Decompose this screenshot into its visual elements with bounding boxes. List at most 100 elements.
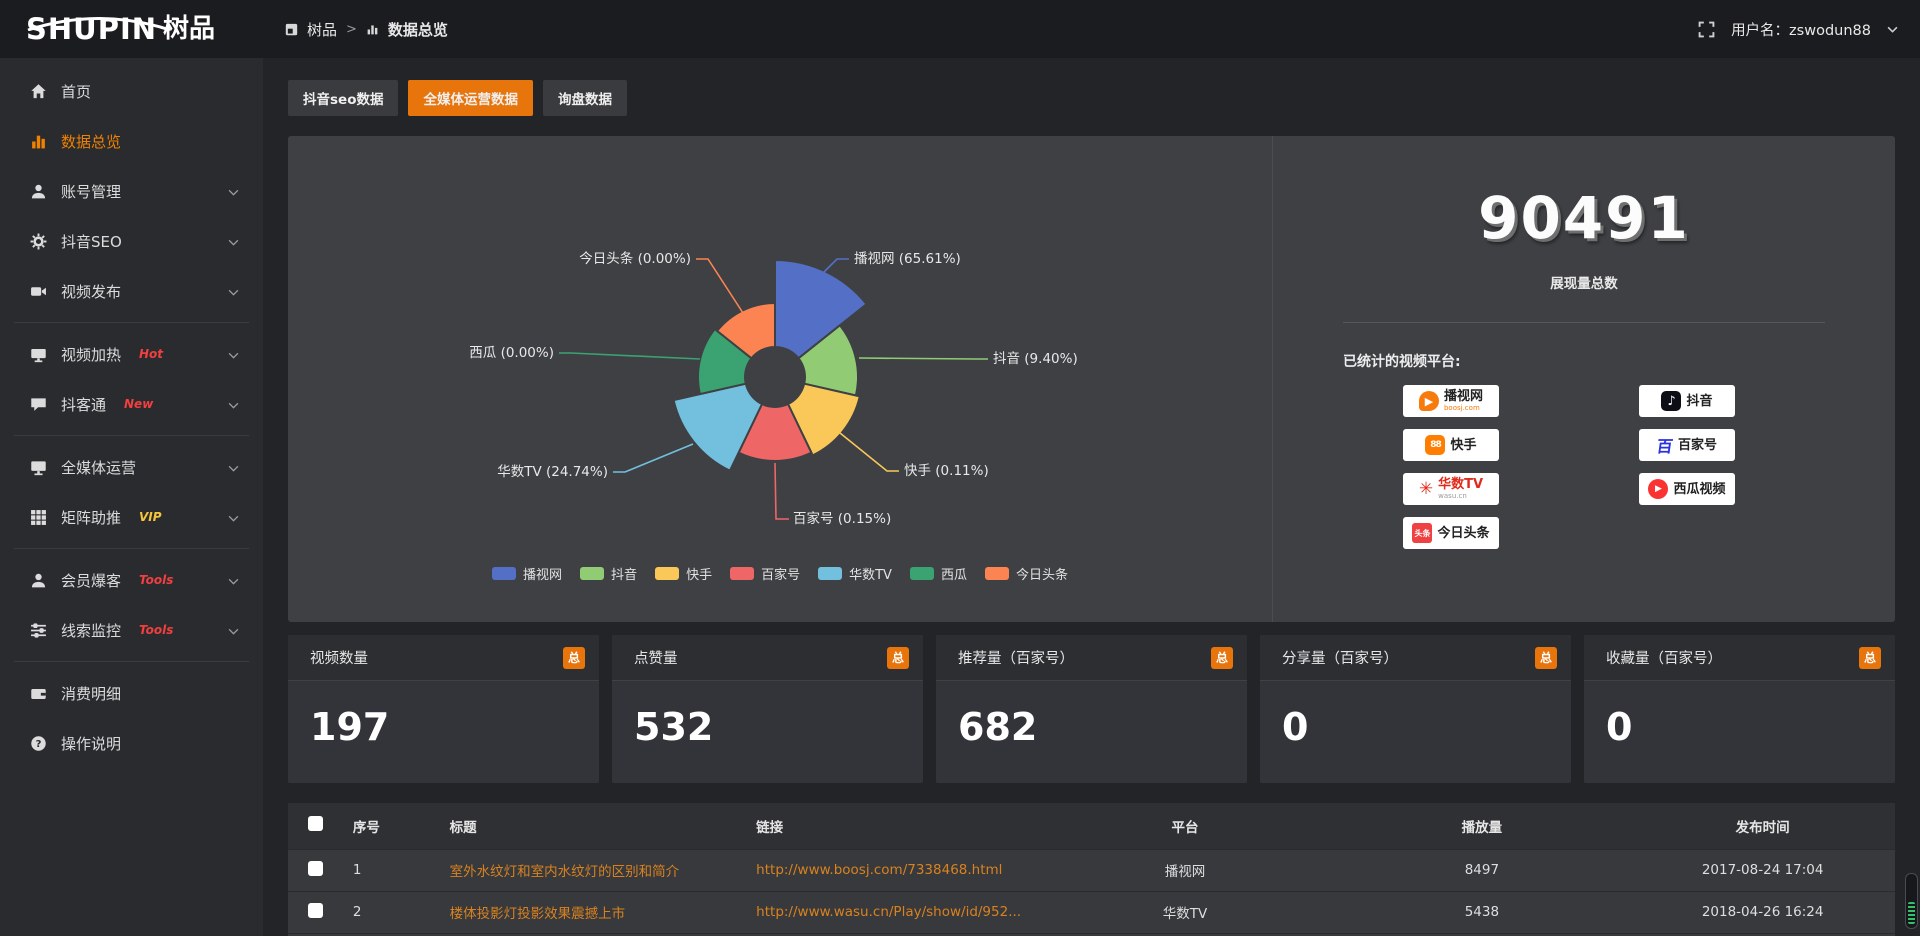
total-badge[interactable]: 总	[563, 646, 585, 669]
pie-slice-快手[interactable]	[786, 382, 861, 457]
rose-pie-chart[interactable]: 播视网 (65.61%) 抖音 (9.40%) 快手 (0.11%) 百家号 (0.1…	[288, 145, 1272, 558]
sidebar-divider	[14, 322, 249, 323]
cell-platform: 播视网	[1036, 848, 1334, 891]
legend-label: 华数TV	[849, 568, 892, 583]
sidebar-item-label: 矩阵助推	[61, 508, 122, 527]
sidebar-item-label: 全媒体运营	[61, 458, 137, 477]
app-logo[interactable]: SHUPIN 树品	[0, 14, 263, 44]
cell-title[interactable]: 室外水纹灯和室内水纹灯的区别和简介	[439, 848, 747, 891]
stat-card-header: 点赞量 总	[612, 635, 923, 681]
summary-section: 90491 展现量总数 已统计的视频平台: ▶ 播视网 boosj.com ♪ 抖音 88…	[1272, 136, 1895, 622]
row-checkbox[interactable]	[307, 860, 323, 876]
platform-badge-百家号[interactable]: 百百家号	[1639, 429, 1735, 461]
legend-item-快手[interactable]: 快手	[655, 564, 712, 583]
pie-slice-华数TV[interactable]	[672, 382, 764, 473]
chevron-down-icon	[228, 182, 239, 200]
sidebar-item-video[interactable]: 视频发布	[0, 266, 263, 316]
baijiahao-icon: 百	[1655, 437, 1675, 456]
sidebar-item-monitor[interactable]: 全媒体运营	[0, 442, 263, 492]
username-label[interactable]: 用户名：zswodun88	[1731, 22, 1871, 39]
platform-badge-西瓜视频[interactable]: ▶ 西瓜视频	[1639, 473, 1735, 505]
label-line	[696, 258, 744, 314]
legend-item-播视网[interactable]: 播视网	[492, 564, 562, 583]
platform-name: 播视网	[1443, 389, 1483, 404]
sidebar-item-question[interactable]: ? 操作说明	[0, 718, 263, 768]
tab-2[interactable]: 询盘数据	[542, 80, 627, 116]
cell-title[interactable]: 楼体投影灯投影效果震撼上市	[439, 890, 747, 933]
bar-chart-icon	[30, 133, 47, 150]
legend-label: 抖音	[611, 568, 638, 583]
pie-label: 百家号 (0.15%)	[793, 510, 891, 527]
sidebar-item-gear[interactable]: 抖音SEO	[0, 216, 263, 266]
chevron-down-icon[interactable]	[1887, 26, 1898, 33]
legend-label: 西瓜	[940, 568, 967, 583]
legend-swatch	[909, 567, 934, 580]
pie-slice-西瓜[interactable]	[697, 327, 753, 396]
legend-swatch	[984, 567, 1009, 580]
cell-link[interactable]: http://www.boosj.com/7338468.html	[756, 862, 1003, 878]
legend-swatch	[655, 567, 680, 580]
toutiao-icon: 头条	[1412, 523, 1433, 543]
legend-item-今日头条[interactable]: 今日头条	[984, 564, 1068, 583]
pie-slice-今日头条[interactable]	[715, 301, 776, 360]
sidebar-item-label: 视频发布	[61, 282, 122, 301]
legend-item-抖音[interactable]: 抖音	[580, 564, 637, 583]
pie-label: 抖音 (9.40%)	[993, 350, 1078, 367]
legend-item-西瓜[interactable]: 西瓜	[909, 564, 967, 583]
table-row: 2 楼体投影灯投影效果震撼上市 http://www.wasu.cn/Play/sh…	[288, 890, 1895, 933]
total-badge[interactable]: 总	[887, 646, 909, 669]
sidebar-item-user[interactable]: 账号管理	[0, 166, 263, 216]
total-badge[interactable]: 总	[1211, 646, 1233, 669]
cell-link[interactable]: http://www.wasu.cn/Play/show/id/952...	[756, 904, 1022, 920]
sidebar-item-chat[interactable]: 抖客通 New	[0, 379, 263, 429]
stat-card-header: 视频数量 总	[288, 635, 599, 681]
pie-slice-抖音[interactable]	[797, 323, 859, 397]
sidebar-item-badge: Tools	[139, 623, 174, 637]
platform-badge-今日头条[interactable]: 头条 今日头条	[1403, 517, 1499, 549]
sidebar-divider	[14, 435, 249, 436]
overview-panel: 播视网 (65.61%) 抖音 (9.40%) 快手 (0.11%) 百家号 (0.1…	[288, 136, 1895, 622]
table-row-partial	[288, 932, 1895, 936]
bar-chart-icon	[367, 24, 378, 34]
legend-item-百家号[interactable]: 百家号	[730, 564, 800, 583]
total-badge[interactable]: 总	[1535, 646, 1557, 669]
sidebar-item-wallet[interactable]: 消费明细	[0, 668, 263, 718]
tab-0[interactable]: 抖音seo数据	[288, 80, 399, 116]
floating-widget[interactable]	[1905, 873, 1918, 929]
row-checkbox[interactable]	[307, 902, 323, 918]
platform-badge-抖音[interactable]: ♪ 抖音	[1639, 385, 1735, 417]
grid-icon	[30, 509, 47, 526]
total-impressions-value: 90491	[1478, 184, 1690, 252]
pie-slice-播视网[interactable]	[774, 258, 868, 360]
breadcrumb-item-current[interactable]: 数据总览	[387, 20, 448, 39]
sidebar-item-home[interactable]: 首页	[0, 66, 263, 116]
legend-swatch	[580, 567, 605, 580]
sidebar-item-sliders[interactable]: 线索监控 Tools	[0, 605, 263, 655]
select-all-checkbox[interactable]	[307, 816, 323, 832]
sidebar-item-member[interactable]: 会员爆客 Tools	[0, 555, 263, 605]
platform-badge-华数TV[interactable]: ✳ 华数TV wasu.cn	[1403, 473, 1499, 505]
tab-1[interactable]: 全媒体运营数据	[408, 80, 533, 116]
legend-label: 播视网	[523, 568, 563, 583]
chevron-down-icon	[228, 508, 239, 526]
sidebar-item-tv[interactable]: 视频加热 Hot	[0, 329, 263, 379]
fullscreen-icon[interactable]	[1698, 21, 1715, 38]
legend-item-华数TV[interactable]: 华数TV	[818, 564, 892, 583]
gear-icon	[30, 233, 47, 250]
pie-label: 华数TV (24.74%)	[497, 464, 608, 480]
cell-plays: 8497	[1333, 848, 1631, 891]
pie-slice-百家号[interactable]	[737, 402, 813, 462]
chevron-down-icon	[228, 232, 239, 250]
total-badge[interactable]: 总	[1859, 646, 1881, 669]
sidebar-item-label: 抖客通	[61, 395, 107, 414]
label-line	[613, 443, 694, 473]
cell-plays: 5438	[1333, 890, 1631, 933]
platform-badge-播视网[interactable]: ▶ 播视网 boosj.com	[1403, 385, 1499, 417]
breadcrumb-item[interactable]: 树品	[307, 20, 338, 39]
label-line	[839, 432, 899, 472]
platform-badge-快手[interactable]: 88 快手	[1403, 429, 1499, 461]
chevron-down-icon	[228, 345, 239, 363]
douyin-icon: ♪	[1661, 391, 1682, 411]
sidebar-item-bar-chart[interactable]: 数据总览	[0, 116, 263, 166]
sidebar-item-grid[interactable]: 矩阵助推 VIP	[0, 492, 263, 542]
